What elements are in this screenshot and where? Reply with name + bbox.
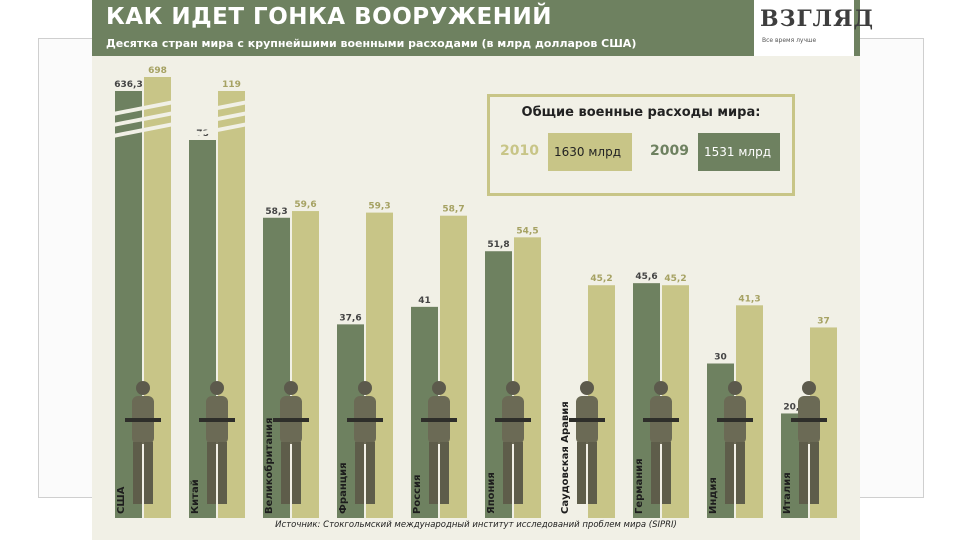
country-label: Италия [782,472,793,514]
value-label-2009: 20,3 [783,402,805,412]
logo-tagline: Все время лучше [762,37,817,44]
value-label-2010: 37 [817,316,830,326]
axis-break-stripe [113,111,174,127]
value-label-2010: 45,2 [664,274,686,284]
soldier-figure-icon [717,381,753,504]
legend-title: Общие военные расходы мира: [521,105,761,120]
value-label-2009: 30 [714,353,727,363]
legend-total-2009: 1531 млрд [698,133,780,171]
value-label-2009: 45,6 [635,272,657,282]
soldier-figure-icon [199,381,235,504]
country-label: Япония [486,472,497,514]
soldier-figure-icon [643,381,679,504]
value-label-2009: 41 [418,296,431,306]
value-label-2009: 58,3 [265,207,287,217]
axis-break-stripe [187,100,248,116]
value-label-2010: 41,3 [738,294,760,304]
value-label-2010: 119 [222,80,241,90]
value-label-2010: 59,6 [294,200,316,210]
soldier-figure-icon [569,381,605,504]
axis-break-stripe [187,122,248,138]
page-subtitle: Десятка стран мира с крупнейшими военным… [106,37,637,50]
soldier-figure-icon [421,381,457,504]
header-bar: КАК ИДЕТ ГОНКА ВООРУЖЕНИЙ Десятка стран … [92,0,873,56]
logo: ВЗГЛЯД Все время лучше [754,0,873,56]
value-label-2009: 37,6 [339,313,361,323]
value-label-2010: 698 [148,66,167,76]
country-label: США [116,486,127,514]
axis-break-stripe [113,100,174,116]
soldier-figure-icon [125,381,161,504]
axis-break-stripe [113,122,174,138]
bar-chart: 636,3698США78119Китай58,359,6Великобрита… [113,66,837,519]
infographic: КАК ИДЕТ ГОНКА ВООРУЖЕНИЙ Десятка стран … [92,0,873,540]
page-title: КАК ИДЕТ ГОНКА ВООРУЖЕНИЙ [106,4,552,30]
country-label: Германия [634,458,645,514]
soldier-figure-icon [347,381,383,504]
value-label-2010: 45,2 [590,274,612,284]
country-label: Китай [190,479,201,514]
value-label-2009: 636,3 [114,80,142,90]
legend-year-2010: 2010 [500,143,539,159]
legend-box: Общие военные расходы мира: 2010 1630 мл… [487,94,795,196]
value-label-2010: 58,7 [442,205,464,215]
country-label: Франция [338,462,349,514]
country-label: Индия [708,477,719,514]
country-label: Россия [412,475,423,514]
legend-total-2010: 1630 млрд [548,133,632,171]
axis-break-stripe [187,111,248,127]
soldier-figure-icon [495,381,531,504]
soldier-figure-icon [791,381,827,504]
source-note: Источник: Стокгольмский международный ин… [275,520,677,530]
legend-year-2009: 2009 [650,143,689,159]
country-label: Саудовская Аравия [560,401,571,514]
value-label-2010: 54,5 [516,226,538,236]
country-label: Великобритания [263,418,275,514]
value-label-2009: 51,8 [487,240,509,250]
soldier-figure-icon [273,381,309,504]
value-label-2010: 59,3 [368,202,390,212]
logo-name: ВЗГЛЯД [760,6,875,32]
